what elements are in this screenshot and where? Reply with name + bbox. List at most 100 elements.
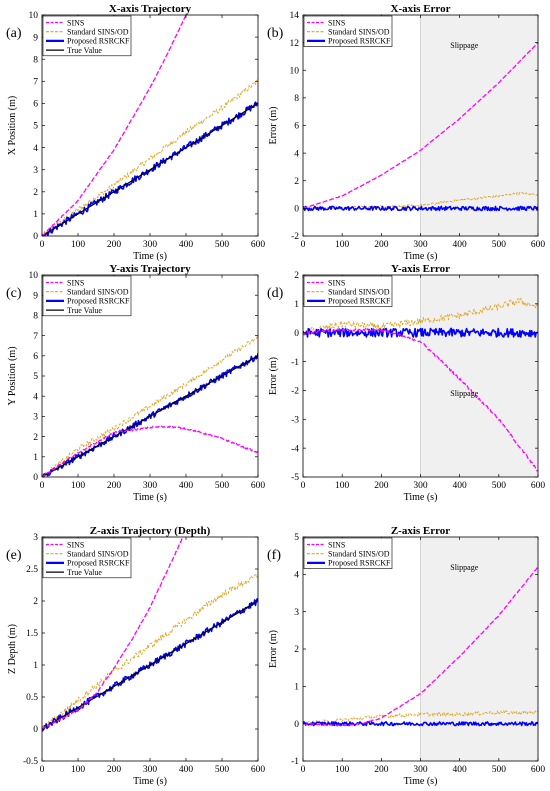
subplot-title: Z-axis Error [391,525,450,537]
y-tick-label: 7 [33,332,38,342]
legend-label: Proposed RSRCKF [328,559,391,568]
series-line-standard-sins-od [42,335,258,477]
y-tick-label: 8 [33,312,38,322]
panel-label: (a) [6,26,22,41]
y-tick-label: 5 [294,533,299,543]
series-line-sins [303,328,538,472]
y-tick-label: 8 [294,94,299,104]
subplot-title: Y-axis Trajectory [109,263,191,275]
y-tick-label: 0 [294,329,299,339]
y-tick-label: 10 [29,11,39,21]
legend-label: SINS [328,18,345,27]
y-axis-label: Error (m) [268,630,279,668]
y-tick-label: 6 [294,122,299,132]
y-tick-label: -5 [291,473,299,483]
y-tick-label: 2 [33,597,38,607]
y-axis-label: Y Position (m) [7,346,18,405]
panel-label: (e) [6,548,22,563]
subplot-a: 0 100 200 300 400 500 600 0 1 2 3 4 5 6 7 8 9 10 X-axis Tr… [6,3,266,262]
x-tick-label: 100 [335,481,350,491]
legend-label: Standard SINS/OD [328,550,390,559]
x-axis-label: Time (s) [133,251,167,262]
series-group [42,15,258,236]
y-axis-label: Error (m) [268,106,279,144]
y-tick-label: 3 [33,166,38,176]
y-tick-label: 4 [33,392,38,402]
x-tick-label: 300 [413,481,428,491]
series-line-standard-sins-od [42,573,258,730]
x-axis-label: Time (s) [404,776,438,787]
x-tick-label: 200 [374,481,389,491]
legend-label: SINS [67,18,84,27]
series-line-true-value [42,600,258,730]
slippage-label: Slippage [450,41,478,50]
x-tick-label: 600 [251,240,266,250]
x-tick-label: 400 [453,765,468,775]
y-tick-label: 3 [33,413,38,423]
x-tick-label: 600 [531,481,546,491]
legend-label: Proposed RSRCKF [67,297,130,306]
y-tick-label: 0.5 [26,693,38,703]
legend-label: Standard SINS/OD [67,550,129,559]
y-tick-label: 3 [33,533,38,543]
panel-label: (d) [267,286,284,301]
x-tick-label: 300 [143,481,158,491]
y-tick-label: -1 [291,757,299,767]
x-tick-label: 100 [335,240,350,250]
y-tick-label: -3 [291,415,299,425]
y-tick-label: 3 [294,608,299,618]
y-tick-label: 8 [33,55,38,65]
series-line-sins [42,537,184,730]
y-tick-label: 5 [33,122,38,132]
y-axis-label: Z Depth (m) [7,624,18,674]
legend-label: Proposed RSRCKF [328,297,391,306]
x-tick-label: 500 [215,481,230,491]
series-line-proposed-rsrckf [303,205,538,212]
y-tick-label: 10 [290,66,300,76]
series-line-standard-sins-od [303,191,538,210]
x-tick-label: 0 [301,240,306,250]
slippage-region [420,275,538,477]
legend-label: Proposed RSRCKF [328,37,391,46]
subplot-d: 0 100 200 300 400 500 600 -5 -4 -3 -2 -1 0 1 2 Y-axis E… [267,263,545,503]
x-tick-label: 200 [374,765,389,775]
slippage-region [420,537,538,761]
slippage-label: Slippage [450,389,478,398]
y-tick-label: 9 [33,33,38,43]
x-tick-label: 300 [413,240,428,250]
x-tick-label: 0 [301,765,306,775]
subplot-title: Y-axis Error [391,263,450,275]
y-tick-label: -0.5 [23,757,38,767]
legend-label: True Value [67,306,102,315]
x-tick-label: 500 [215,240,230,250]
legend-label: Standard SINS/OD [328,288,390,297]
subplot-title: X-axis Trajectory [109,3,192,15]
x-tick-label: 500 [492,481,507,491]
x-tick-label: 300 [143,240,158,250]
y-tick-label: -1 [291,358,299,368]
y-tick-label: -4 [291,444,299,454]
series-group [303,566,538,727]
y-tick-label: 0 [33,473,38,483]
x-tick-label: 500 [492,765,507,775]
x-tick-label: 400 [453,240,468,250]
panel-label: (c) [6,286,22,301]
x-tick-label: 500 [215,765,230,775]
series-line-proposed-rsrckf [303,721,538,727]
x-tick-label: 100 [71,481,86,491]
series-line-true-value [42,355,258,477]
series-line-standard-sins-od [303,710,538,726]
x-tick-label: 200 [107,481,122,491]
subplot-e: 0 100 200 300 400 500 600-0.500.511.522.53Z-ax… [6,525,265,787]
x-tick-label: 0 [40,765,45,775]
series-group [303,42,538,212]
y-tick-label: 2 [294,177,299,187]
y-tick-label: 2 [294,271,299,281]
y-tick-label: 4 [294,149,299,159]
x-tick-label: 600 [251,481,266,491]
